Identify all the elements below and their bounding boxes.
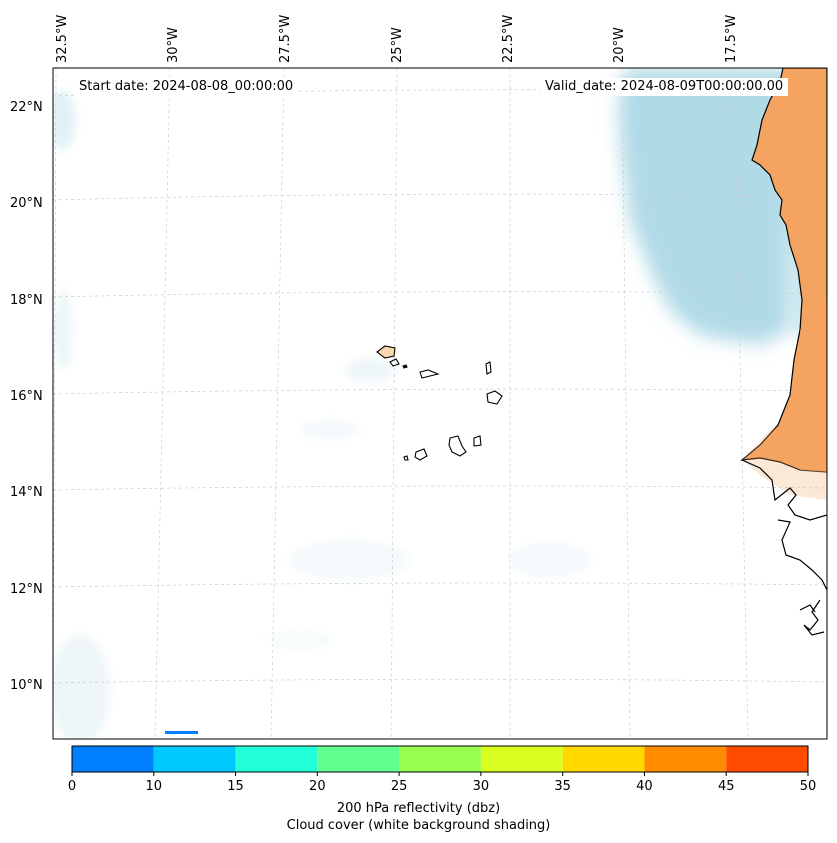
colorbar-segment xyxy=(562,746,645,772)
colorbar-tick-label: 10 xyxy=(146,779,163,794)
start-date-label: Start date: 2024-08-08_00:00:00 xyxy=(74,78,299,96)
colorbar-subtitle: Cloud cover (white background shading) xyxy=(286,818,551,833)
senegal-coast-shading xyxy=(742,420,827,500)
colorbar-title: 200 hPa reflectivity (dbz) xyxy=(336,801,501,816)
colorbar-tick-label: 40 xyxy=(636,779,653,794)
island-santa-luzia xyxy=(402,364,408,369)
colorbar-segment xyxy=(72,746,154,772)
colorbar-tick-label: 45 xyxy=(718,779,735,794)
colorbar-frame xyxy=(71,745,809,773)
valid-date-label: Valid_date: 2024-08-09T00:00:00.00 xyxy=(540,78,789,96)
colorbar-tick-label: 50 xyxy=(800,779,817,794)
colorbar-segment xyxy=(235,746,318,772)
africa-inland-shading xyxy=(800,300,827,472)
colorbar-tick-label: 35 xyxy=(554,779,571,794)
lat-label: 20°N xyxy=(10,196,43,211)
latitude-labels: 22°N 20°N 18°N 16°N 14°N 12°N 10°N xyxy=(10,100,43,693)
lat-label: 22°N xyxy=(10,100,43,115)
lat-label: 16°N xyxy=(10,389,43,404)
colorbar: 0 10 15 20 25 30 35 40 45 50 xyxy=(68,745,817,794)
lat-label: 18°N xyxy=(10,293,43,308)
island-brava xyxy=(403,455,409,461)
colorbar-segment xyxy=(644,746,727,772)
island-fogo xyxy=(414,448,428,461)
colorbar-tick-label: 25 xyxy=(391,779,408,794)
colorbar-tick-label: 15 xyxy=(227,779,244,794)
lon-label: 27.5°W xyxy=(278,15,293,63)
colorbar-tick-label: 20 xyxy=(309,779,326,794)
west-africa-coastline xyxy=(741,459,827,636)
island-santo-antao xyxy=(376,345,396,359)
colorbar-tick-label: 0 xyxy=(68,779,76,794)
lon-label: 22.5°W xyxy=(501,15,516,63)
colorbar-segment xyxy=(399,746,481,772)
lon-label: 32.5°W xyxy=(55,15,70,63)
reflectivity-blob xyxy=(165,731,198,734)
lon-label: 25°W xyxy=(390,27,405,63)
colorbar-segment xyxy=(317,746,400,772)
island-boa-vista xyxy=(486,390,503,405)
longitude-labels: 32.5°W 30°W 27.5°W 25°W 22.5°W 20°W 17.5… xyxy=(55,15,739,63)
cape-verde-islands xyxy=(376,345,503,461)
map-area xyxy=(53,68,827,739)
colorbar-segment xyxy=(153,746,236,772)
lat-label: 10°N xyxy=(10,678,43,693)
colorbar-segment xyxy=(726,746,808,772)
colorbar-tick-label: 30 xyxy=(473,779,490,794)
island-santiago xyxy=(448,435,467,457)
faint-cloud-wisps xyxy=(53,90,590,739)
map-frame xyxy=(52,67,828,740)
lat-label: 14°N xyxy=(10,485,43,500)
colorbar-segment xyxy=(480,746,563,772)
lon-label: 20°W xyxy=(612,27,627,63)
island-sao-vicente xyxy=(389,358,400,367)
island-sao-nicolau xyxy=(419,369,440,379)
lat-label: 12°N xyxy=(10,582,43,597)
island-sal xyxy=(485,361,492,375)
lon-label: 30°W xyxy=(166,27,181,63)
lon-label: 17.5°W xyxy=(724,15,739,63)
island-maio xyxy=(473,435,482,447)
graticule xyxy=(53,68,827,739)
